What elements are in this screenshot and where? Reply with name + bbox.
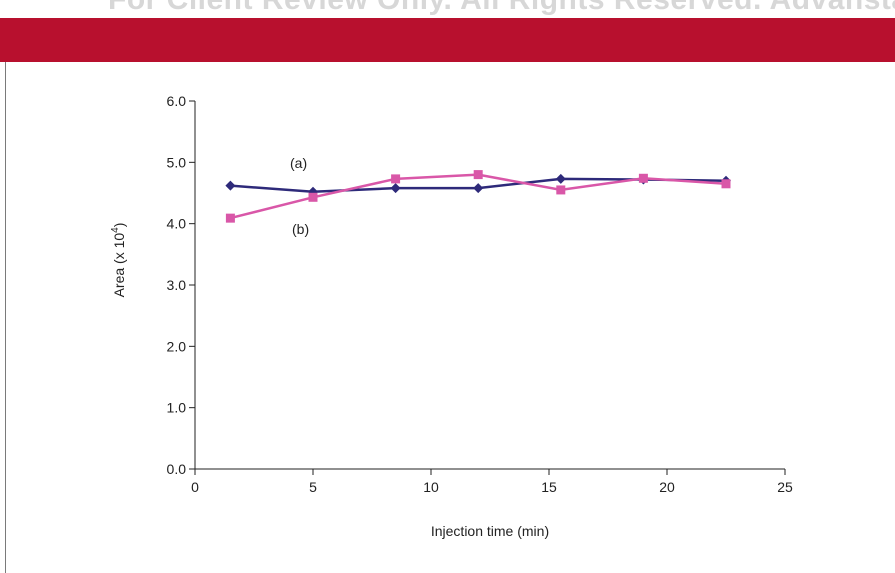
y-axis-title-suffix: ) [111,223,127,228]
data-point-a [555,173,566,184]
y-tick-label: 6.0 [167,93,187,109]
data-point-b [308,192,318,202]
x-tick-label: 25 [777,479,793,495]
watermark: For Client Review Only. All Rights Reser… [0,0,895,18]
x-tick-label: 15 [541,479,557,495]
x-tick-label: 20 [659,479,675,495]
axes: 0.0 1.0 2.0 3.0 4.0 5.0 6.0 0 5 10 15 20 25 [167,93,793,495]
header-banner [0,18,895,62]
series-layer [225,170,731,223]
y-tick-label: 4.0 [167,216,187,232]
x-tick-label: 10 [423,479,439,495]
y-tick-label: 5.0 [167,154,187,170]
y-tick-label: 1.0 [167,400,187,416]
annotation-b: (b) [292,221,309,237]
x-axis-title: Injection time (min) [431,523,549,539]
series-line-b [230,173,727,220]
y-axis-title-main: Area (x 10 [111,233,127,298]
watermark-text: For Client Review Only. All Rights Reser… [108,0,895,17]
y-tick-label: 0.0 [167,461,187,477]
data-point-b [638,173,648,183]
y-axis-title: Area (x 104) [110,223,127,298]
data-point-b [721,179,731,189]
data-point-b [391,174,401,184]
data-point-b [556,185,566,195]
figure-frame [5,62,895,573]
data-point-a [473,183,484,194]
data-point-a [390,183,401,194]
x-tick-label: 0 [191,479,199,495]
data-point-b [225,213,235,223]
data-point-a [225,180,236,191]
data-point-b [473,170,483,180]
annotation-a: (a) [290,155,307,171]
y-tick-label: 3.0 [167,277,187,293]
y-tick-label: 2.0 [167,338,187,354]
x-tick-label: 5 [309,479,317,495]
y-axis-title-superscript: 4 [110,227,121,233]
